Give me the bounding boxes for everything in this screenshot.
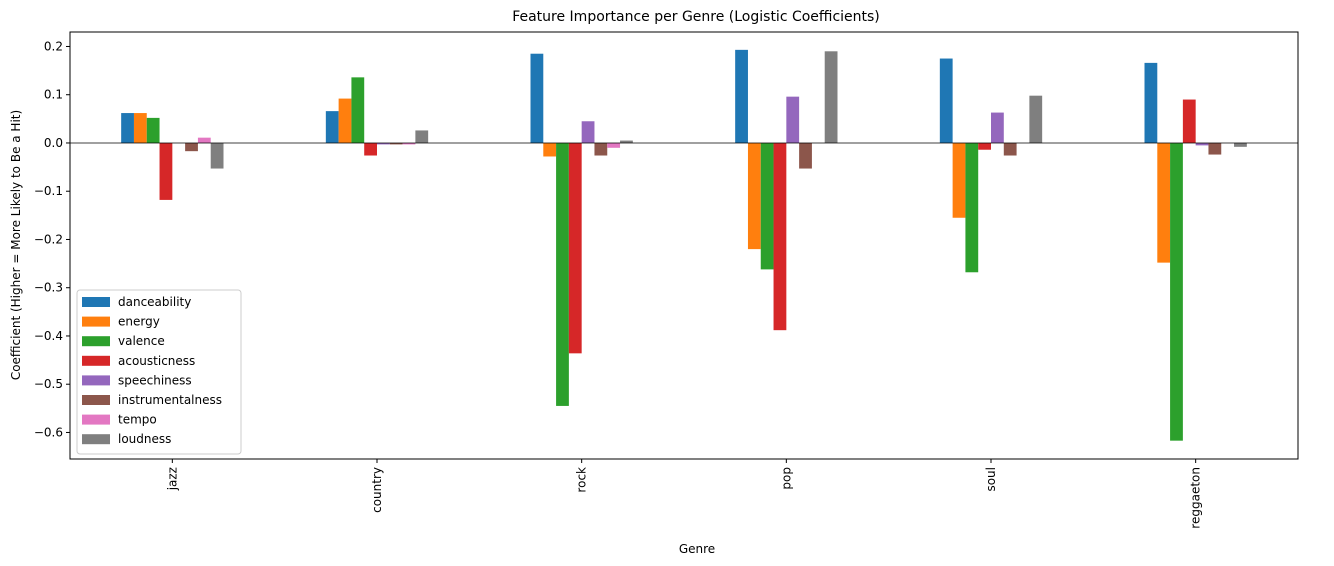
legend-swatch-loudness [82, 434, 110, 445]
bar-country-danceability [325, 111, 339, 143]
bar-rock-danceability [530, 53, 544, 143]
bar-reggaeton-loudness [1234, 142, 1247, 147]
legend-label-acousticness: acousticness [118, 354, 195, 368]
bar-country-speechiness [377, 142, 390, 145]
bar-country-loudness [415, 130, 429, 143]
bar-soul-instrumentalness [1003, 142, 1017, 156]
bars [70, 49, 1298, 441]
bar-pop-loudness [824, 51, 838, 143]
bar-jazz-valence [146, 117, 160, 143]
legend-swatch-speechiness [82, 375, 110, 386]
x-tick-label-country: country [370, 467, 384, 513]
bar-country-valence [351, 77, 365, 143]
legend-swatch-instrumentalness [82, 395, 110, 405]
bar-pop-energy [747, 142, 761, 250]
legend-label-speechiness: speechiness [118, 373, 192, 387]
legend-swatch-energy [82, 316, 110, 327]
bar-jazz-energy [133, 113, 147, 143]
legend-label-valence: valence [118, 334, 165, 348]
x-tick-label-reggaeton: reggaeton [1189, 467, 1203, 529]
legend-label-tempo: tempo [118, 413, 157, 427]
bar-reggaeton-danceability [1144, 62, 1158, 143]
y-tick-label: 0.0 [44, 136, 63, 150]
bar-country-acousticness [364, 142, 377, 156]
bar-jazz-loudness [210, 142, 224, 169]
y-tick-label: −0.1 [34, 184, 63, 198]
x-tick-label-jazz: jazz [165, 467, 179, 491]
legend-swatch-tempo [82, 414, 110, 425]
bar-reggaeton-instrumentalness [1208, 142, 1222, 155]
bar-pop-danceability [735, 49, 748, 143]
bar-rock-tempo [607, 142, 621, 148]
bar-rock-energy [543, 142, 557, 157]
legend-box [76, 289, 242, 455]
bar-rock-loudness [620, 140, 633, 143]
bar-pop-speechiness [786, 96, 800, 143]
bar-country-instrumentalness [389, 142, 403, 145]
bar-rock-valence [556, 142, 569, 406]
legend-label-energy: energy [118, 315, 160, 329]
legend-label-danceability: danceability [118, 295, 191, 309]
y-axis-label: Coefficient (Higher = More Likely to Be … [9, 110, 23, 380]
bar-reggaeton-valence [1170, 142, 1183, 441]
y-tick-label: 0.2 [44, 39, 63, 53]
legend-label-instrumentalness: instrumentalness [118, 393, 222, 407]
x-tick-label-soul: soul [984, 467, 998, 492]
bar-reggaeton-speechiness [1195, 142, 1209, 146]
bar-rock-acousticness [568, 142, 582, 354]
bar-reggaeton-energy [1157, 142, 1171, 263]
bar-pop-acousticness [773, 142, 787, 331]
legend-label-loudness: loudness [118, 432, 171, 446]
y-tick-label: −0.5 [34, 377, 63, 391]
bar-jazz-tempo [197, 137, 211, 143]
bar-reggaeton-acousticness [1182, 99, 1196, 143]
legend: danceability energy valence acousticness spe… [76, 289, 242, 455]
legend-swatch-valence [82, 336, 110, 347]
bar-country-tempo [402, 142, 416, 145]
bar-country-energy [338, 98, 352, 143]
bar-soul-acousticness [978, 142, 991, 150]
x-tick-label-rock: rock [575, 467, 589, 493]
bar-soul-loudness [1029, 95, 1043, 143]
bar-jazz-danceability [121, 113, 134, 143]
plot-frame [69, 31, 1299, 460]
y-tick-label: −0.2 [34, 232, 63, 246]
y-tick-label: −0.3 [34, 281, 63, 295]
bar-pop-valence [760, 142, 774, 270]
x-axis-ticks: jazz country rock pop soul reggaeton [165, 459, 1203, 529]
legend-swatch-danceability [82, 297, 110, 307]
legend-swatch-acousticness [82, 355, 110, 366]
bar-soul-speechiness [991, 112, 1004, 143]
y-tick-label: −0.6 [34, 425, 63, 439]
y-axis-ticks: 0.2 0.1 0.0 −0.1 −0.2 −0.3 −0.4 −0.5 −0.6 [34, 39, 70, 439]
bar-rock-speechiness [581, 121, 595, 143]
bar-soul-danceability [939, 58, 953, 143]
bar-soul-energy [952, 142, 966, 218]
bar-rock-instrumentalness [594, 142, 608, 156]
x-tick-label-pop: pop [779, 467, 793, 490]
chart-title: Feature Importance per Genre (Logistic C… [512, 9, 880, 25]
bar-soul-valence [965, 142, 979, 273]
bar-pop-instrumentalness [799, 142, 812, 169]
y-tick-label: −0.4 [34, 329, 63, 343]
bar-jazz-instrumentalness [185, 142, 198, 152]
x-axis-label: Genre [679, 542, 715, 556]
bar-jazz-acousticness [159, 142, 173, 200]
y-tick-label: 0.1 [44, 88, 63, 102]
